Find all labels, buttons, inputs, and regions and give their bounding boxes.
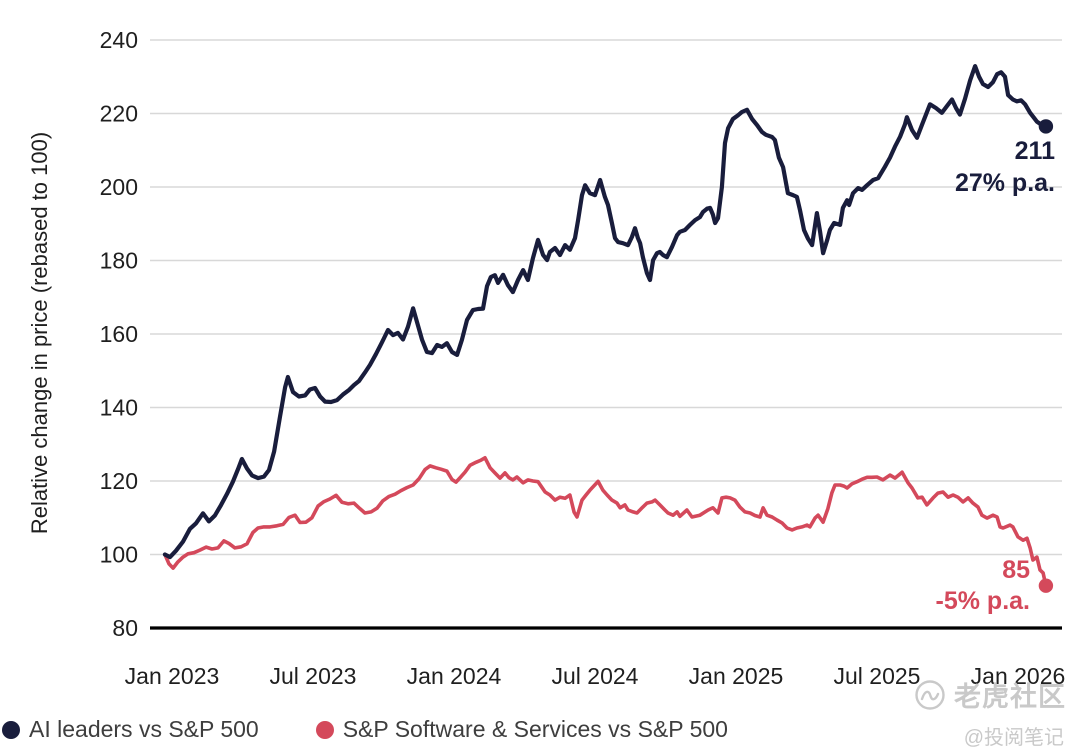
legend-item-ai-leaders: AI leaders vs S&P 500 — [2, 716, 259, 743]
y-tick-label: 160 — [100, 321, 138, 347]
end-growth-label: -5% p.a. — [935, 587, 1030, 615]
series-end-dot-software — [1038, 578, 1054, 593]
y-tick-label: 140 — [100, 395, 138, 421]
series-end-dot-ai-leaders — [1038, 119, 1054, 134]
end-value-label: 85 — [1002, 556, 1030, 584]
x-tick-label: Jul 2025 — [834, 663, 921, 689]
y-tick-label: 180 — [100, 248, 138, 274]
tiger-logo-icon — [915, 679, 945, 710]
x-tick-label: Jan 2026 — [971, 663, 1066, 689]
y-tick-label: 220 — [100, 101, 138, 127]
y-tick-label: 80 — [112, 615, 138, 641]
y-tick-label: 100 — [100, 542, 138, 568]
series-line-software — [163, 456, 1048, 588]
legend-marker-ai-leaders-icon — [2, 720, 20, 739]
watermark-handle: @投阅笔记 — [963, 727, 1064, 749]
y-tick-label: 120 — [100, 468, 138, 494]
x-tick-label: Jan 2025 — [689, 663, 784, 689]
y-tick-label: 240 — [100, 27, 138, 53]
series-line-ai-leaders — [162, 63, 1048, 560]
legend-label-ai-leaders: AI leaders vs S&P 500 — [29, 716, 259, 742]
y-tick-label: 200 — [100, 174, 138, 200]
legend: AI leaders vs S&P 500 S&P Software & Ser… — [2, 716, 728, 743]
legend-item-software: S&P Software & Services vs S&P 500 — [315, 716, 728, 743]
x-tick-label: Jul 2024 — [552, 663, 639, 689]
end-value-label: 211 — [1014, 137, 1055, 165]
y-axis-title: Relative change in price (rebased to 100… — [27, 132, 52, 534]
watermark: 老虎社区 — [913, 675, 1066, 714]
x-tick-label: Jan 2024 — [407, 663, 502, 689]
series-end-label-ai-leaders: 211 27% p.a. — [955, 135, 1055, 199]
x-tick-label: Jan 2023 — [125, 663, 220, 689]
watermark-community: 老虎社区 — [954, 682, 1066, 712]
legend-label-software: S&P Software & Services vs S&P 500 — [342, 716, 728, 742]
series-end-label-software: 85 -5% p.a. — [936, 555, 1030, 617]
end-growth-label: 27% p.a. — [954, 169, 1055, 197]
x-tick-label: Jul 2023 — [270, 663, 357, 689]
legend-marker-software-icon — [315, 720, 334, 739]
